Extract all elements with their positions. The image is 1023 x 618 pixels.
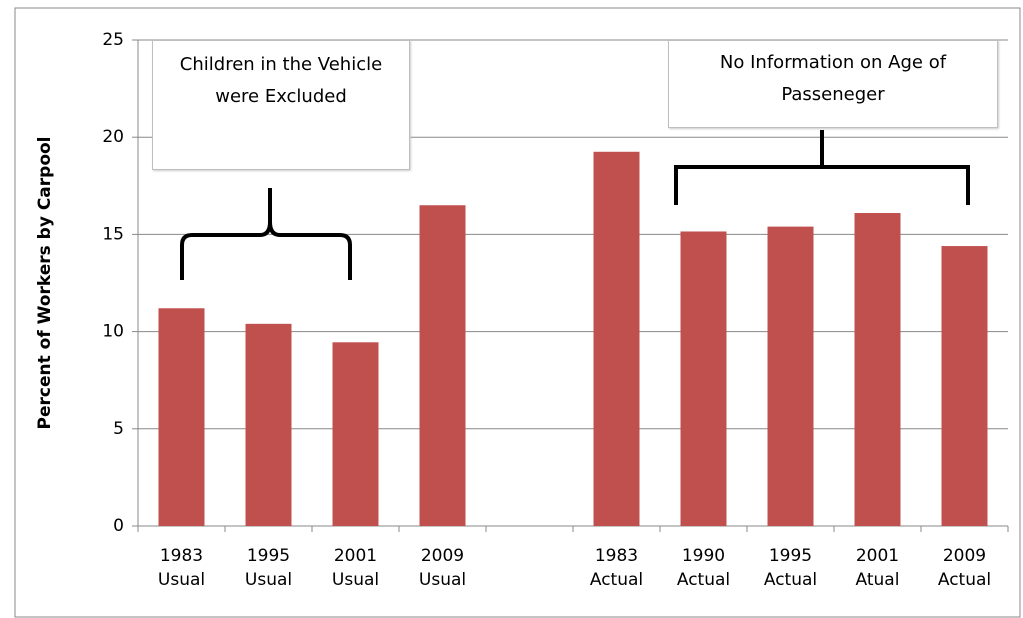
y-tick-label: 0	[113, 516, 124, 536]
x-tick-label: 2009 Usual	[418, 546, 467, 590]
bar	[158, 308, 205, 526]
annotation: No Information on Age of Passeneger	[668, 40, 998, 128]
x-tick-label: 1990 Actual	[676, 546, 731, 590]
brace	[674, 130, 970, 205]
annotation: Children in the Vehicle were Excluded	[152, 40, 410, 170]
bar	[680, 231, 727, 526]
x-tick-label: 2009 Actual	[937, 546, 992, 590]
x-tick-label: 1983 Actual	[589, 546, 644, 590]
bar	[854, 213, 901, 527]
y-axis-label: Percent of Workers by Carpool	[35, 137, 55, 430]
chart-border	[14, 7, 1021, 618]
y-tick-label: 20	[102, 127, 124, 147]
brace	[180, 188, 352, 280]
x-tick-label: 2001 Atual	[855, 546, 900, 590]
bar	[593, 151, 640, 526]
y-tick-label: 10	[102, 322, 124, 342]
bar	[767, 226, 814, 526]
bar	[245, 323, 292, 526]
bar	[419, 205, 466, 527]
y-tick-label: 5	[113, 419, 124, 439]
bar	[332, 342, 379, 526]
bar	[941, 246, 988, 526]
x-tick-label: 1995 Usual	[244, 546, 293, 590]
y-tick-label: 15	[102, 224, 124, 244]
x-tick-label: 1995 Actual	[763, 546, 818, 590]
x-tick-label: 1983 Usual	[157, 546, 206, 590]
y-tick-label: 25	[102, 30, 124, 50]
x-tick-label: 2001 Usual	[331, 546, 380, 590]
